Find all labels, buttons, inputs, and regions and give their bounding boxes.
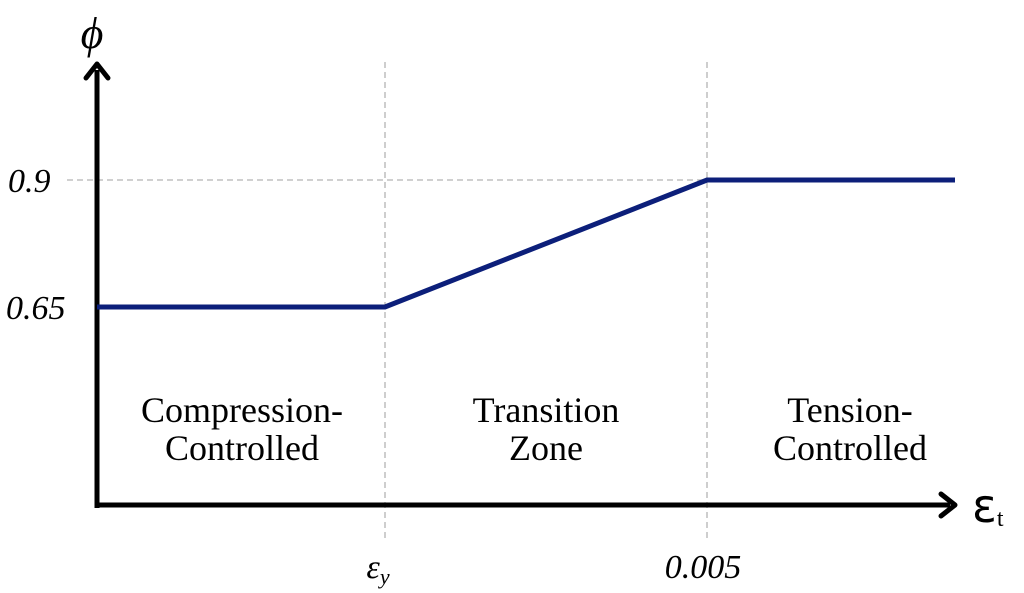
phi-series-line — [97, 177, 955, 310]
region-label-transition: Transition — [473, 390, 620, 430]
region-label-tension-2: Controlled — [773, 428, 927, 468]
y-tick-label-0.65: 0.65 — [6, 290, 66, 327]
y-axis-arrow — [83, 61, 111, 81]
x-axis-label: εt — [972, 479, 1004, 533]
x-axis-arrow — [938, 491, 958, 519]
y-tick-label-0.9: 0.9 — [8, 163, 51, 200]
x-tick-label-0.005: 0.005 — [665, 549, 742, 586]
region-label-transition-2: Zone — [509, 428, 583, 468]
region-label-tension: Tension- — [787, 390, 912, 430]
x-tick-label-epsilon-y: εy — [366, 549, 389, 589]
y-axis-label: ϕ — [81, 9, 104, 58]
region-label-compression: Compression- — [141, 390, 343, 430]
region-label-compression-2: Controlled — [165, 428, 319, 468]
